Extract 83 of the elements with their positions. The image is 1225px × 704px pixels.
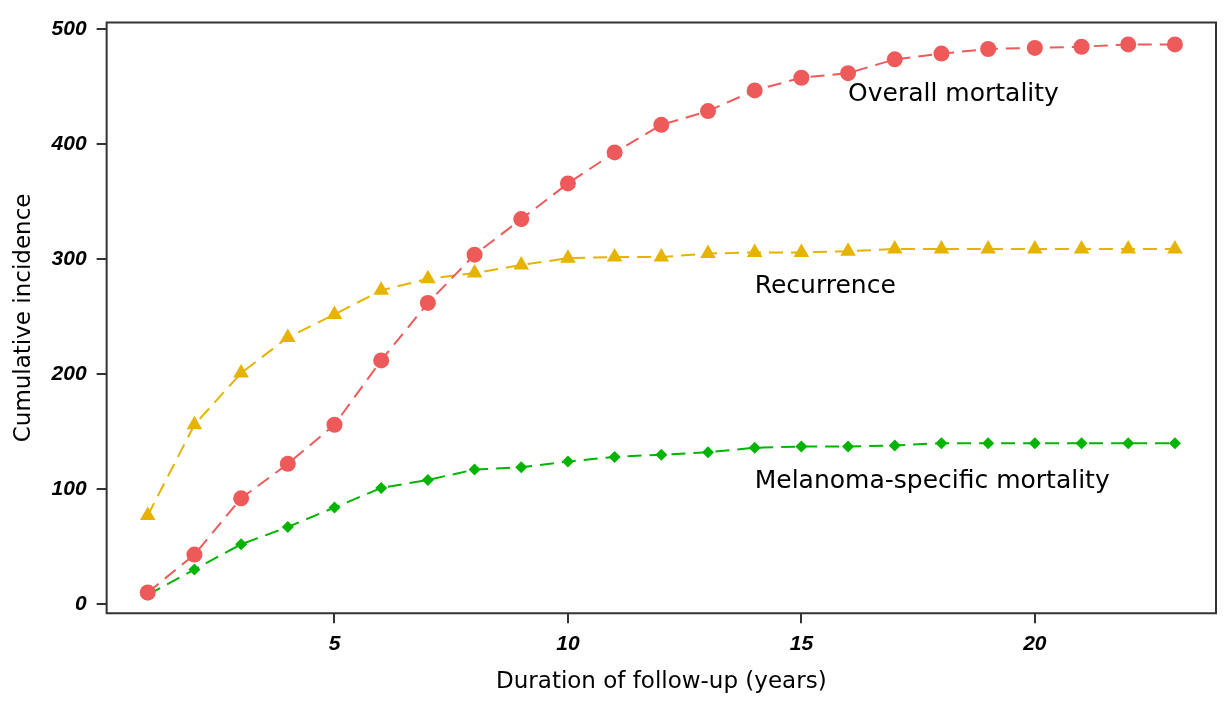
- point: [980, 41, 997, 58]
- point: [139, 506, 156, 521]
- point: [186, 415, 203, 430]
- point: [980, 239, 996, 254]
- point: [326, 305, 343, 319]
- point: [1120, 36, 1137, 53]
- x-axis-title: Duration of follow-up (years): [496, 667, 827, 694]
- y-tick-label: 400: [50, 131, 87, 155]
- point: [842, 440, 855, 453]
- point: [982, 437, 995, 450]
- point: [888, 439, 901, 452]
- point: [186, 546, 203, 563]
- point: [655, 448, 668, 461]
- point: [1166, 36, 1183, 53]
- x-tick-label: 20: [1022, 630, 1047, 654]
- point: [233, 364, 249, 378]
- x-tick-label: 10: [556, 630, 580, 654]
- point: [515, 461, 528, 474]
- point: [840, 65, 857, 82]
- point: [281, 521, 294, 534]
- point: [279, 455, 296, 472]
- y-tick-label: 100: [51, 475, 87, 499]
- point: [606, 248, 623, 262]
- point: [375, 481, 388, 494]
- y-tick-label: 500: [51, 16, 87, 40]
- point: [513, 211, 530, 228]
- series-label: Recurrence: [754, 270, 896, 300]
- point: [1120, 239, 1137, 254]
- point: [1075, 437, 1088, 450]
- point: [1168, 437, 1181, 450]
- x-tick-label: 15: [789, 630, 814, 654]
- point: [793, 69, 810, 86]
- series-label: Overall mortality: [848, 77, 1060, 107]
- point: [466, 264, 483, 278]
- point: [559, 175, 576, 192]
- series-label: Melanoma-specific mortality: [754, 464, 1110, 494]
- y-tick-label: 200: [50, 361, 87, 384]
- point: [700, 103, 717, 120]
- point: [419, 294, 436, 311]
- point: [793, 243, 810, 257]
- point: [188, 563, 201, 576]
- point: [1122, 437, 1135, 450]
- point: [1027, 239, 1043, 254]
- point: [466, 246, 483, 263]
- point: [606, 144, 623, 161]
- point: [468, 463, 481, 476]
- point: [653, 248, 670, 262]
- point: [886, 51, 903, 68]
- point: [233, 490, 250, 507]
- point: [935, 437, 948, 450]
- point: [840, 242, 856, 256]
- point: [513, 256, 530, 270]
- point: [235, 538, 248, 551]
- point: [608, 450, 621, 463]
- point: [139, 584, 156, 601]
- point: [373, 352, 390, 369]
- point: [1026, 39, 1043, 56]
- point: [933, 239, 950, 254]
- point: [1028, 437, 1041, 450]
- point: [1073, 239, 1090, 254]
- point: [702, 446, 715, 459]
- point: [748, 441, 761, 454]
- point: [933, 45, 950, 62]
- point: [420, 269, 436, 284]
- point: [653, 116, 670, 133]
- point: [1167, 239, 1183, 254]
- x-tick-label: 5: [328, 630, 341, 654]
- y-axis-title: Cumulative incidence: [8, 193, 35, 443]
- point: [795, 440, 808, 453]
- y-tick-label: 300: [51, 246, 87, 270]
- point: [328, 501, 341, 514]
- point: [560, 249, 576, 263]
- point: [1073, 38, 1090, 55]
- point: [373, 281, 389, 295]
- point: [421, 473, 434, 486]
- point: [326, 416, 343, 433]
- y-tick-label: 0: [74, 590, 87, 614]
- point: [886, 239, 903, 254]
- point: [561, 455, 574, 468]
- point: [280, 328, 296, 342]
- point: [746, 82, 763, 99]
- point: [746, 243, 763, 257]
- point: [700, 244, 716, 259]
